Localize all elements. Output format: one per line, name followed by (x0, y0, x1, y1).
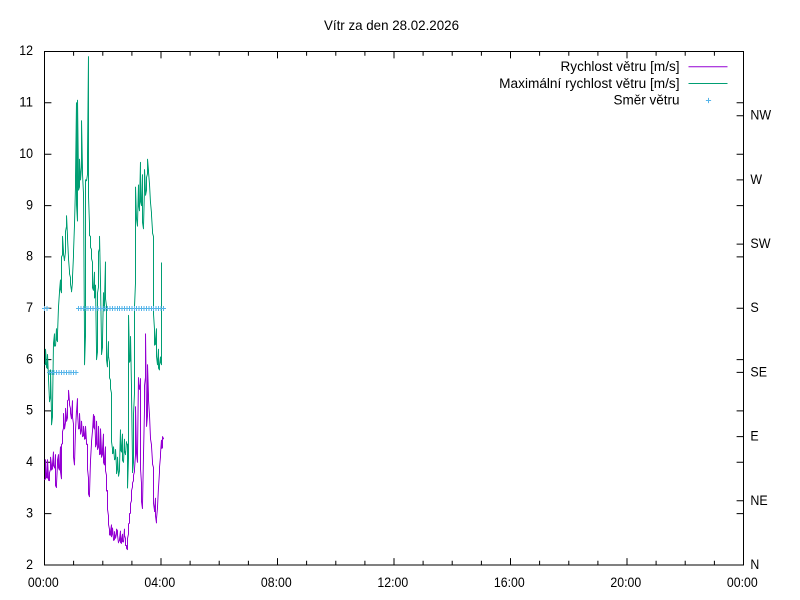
svg-text:12:00: 12:00 (377, 575, 408, 590)
svg-text:S: S (750, 300, 758, 315)
svg-text:NW: NW (750, 108, 771, 123)
svg-text:9: 9 (26, 197, 33, 212)
svg-text:12: 12 (19, 43, 33, 58)
svg-text:16:00: 16:00 (494, 575, 525, 590)
svg-text:8: 8 (26, 249, 33, 264)
svg-text:20:00: 20:00 (610, 575, 641, 590)
svg-text:10: 10 (19, 146, 33, 161)
svg-text:Směr větru: Směr větru (614, 93, 680, 108)
svg-text:SW: SW (750, 236, 770, 251)
svg-text:00:00: 00:00 (727, 575, 758, 590)
svg-text:3: 3 (26, 505, 33, 520)
svg-text:N: N (750, 557, 759, 572)
svg-text:7: 7 (26, 300, 33, 315)
svg-text:E: E (750, 429, 758, 444)
svg-text:Rychlost větru [m/s]: Rychlost větru [m/s] (561, 59, 680, 74)
svg-text:2: 2 (26, 557, 33, 572)
svg-text:00:00: 00:00 (28, 575, 59, 590)
svg-text:NE: NE (750, 493, 767, 508)
svg-text:W: W (750, 172, 762, 187)
svg-text:SE: SE (750, 364, 767, 379)
svg-text:6: 6 (26, 351, 33, 366)
svg-text:04:00: 04:00 (144, 575, 175, 590)
svg-text:5: 5 (26, 403, 33, 418)
svg-text:Vítr za den 28.02.2026: Vítr za den 28.02.2026 (324, 17, 459, 33)
svg-text:4: 4 (26, 454, 33, 469)
svg-text:08:00: 08:00 (261, 575, 292, 590)
svg-text:Maximální rychlost větru [m/s]: Maximální rychlost větru [m/s] (499, 76, 679, 91)
svg-text:11: 11 (19, 95, 33, 110)
